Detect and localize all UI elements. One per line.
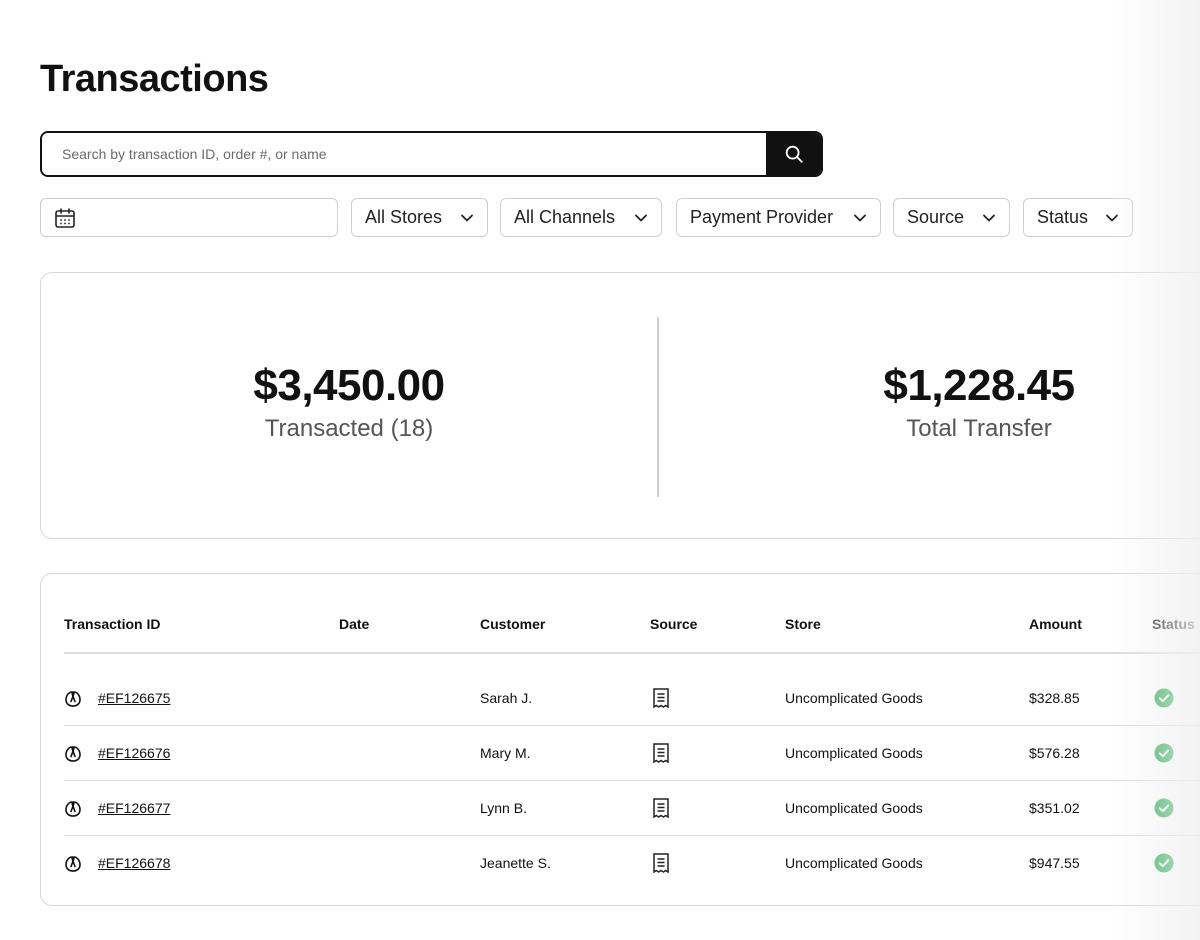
table-row[interactable]: #EF126676 Mary M. Uncomplicated Goods $5… [0, 726, 1200, 781]
godaddy-logo-icon [63, 689, 83, 709]
godaddy-logo-icon [63, 744, 83, 764]
transaction-amount: $576.28 [1029, 745, 1080, 761]
summary-card: $3,450.00 Transacted (18) $1,228.45 Tota… [40, 272, 1200, 539]
status-success-icon [1154, 743, 1174, 763]
search-input[interactable] [42, 133, 766, 175]
transaction-id-link[interactable]: #EF126676 [98, 745, 171, 761]
transaction-amount: $947.55 [1029, 855, 1080, 871]
chevron-down-icon [620, 211, 648, 225]
receipt-icon [651, 687, 671, 709]
store-name: Uncomplicated Goods [785, 855, 923, 871]
calendar-icon [55, 207, 75, 228]
search-icon [785, 145, 803, 163]
godaddy-logo-icon [63, 854, 83, 874]
table-row[interactable]: #EF126678 Jeanette S. Uncomplicated Good… [0, 836, 1200, 891]
chevron-down-icon [839, 211, 867, 225]
source-filter[interactable]: Source [893, 198, 1010, 237]
transaction-id-link[interactable]: #EF126678 [98, 855, 171, 871]
table-header-divider [64, 652, 1200, 654]
column-header-source[interactable]: Source [650, 616, 698, 632]
date-range-filter[interactable] [40, 198, 338, 237]
table-row[interactable]: #EF126675 Sarah J. Uncomplicated Goods $… [0, 671, 1200, 726]
column-header-transaction-id[interactable]: Transaction ID [64, 616, 161, 632]
total-transfer-stat: $1,228.45 Total Transfer [781, 359, 1177, 443]
status-filter-label: Status [1037, 207, 1089, 227]
summary-divider [657, 317, 659, 497]
customer-name: Mary M. [480, 745, 531, 761]
table-row[interactable]: #EF126677 Lynn B. Uncomplicated Goods $3… [0, 781, 1200, 836]
column-header-amount[interactable]: Amount [1029, 616, 1082, 632]
store-name: Uncomplicated Goods [785, 745, 923, 761]
transaction-amount: $351.02 [1029, 800, 1080, 816]
channels-filter-label: All Channels [514, 207, 616, 227]
column-header-date[interactable]: Date [339, 616, 370, 632]
payment-provider-filter[interactable]: Payment Provider [676, 198, 881, 237]
source-filter-label: Source [907, 207, 965, 227]
transactions-table [40, 573, 1200, 906]
chevron-down-icon [968, 211, 996, 225]
column-header-customer[interactable]: Customer [480, 616, 546, 632]
store-name: Uncomplicated Goods [785, 690, 923, 706]
transaction-id-link[interactable]: #EF126675 [98, 690, 171, 706]
transaction-id-link[interactable]: #EF126677 [98, 800, 171, 816]
status-filter[interactable]: Status [1023, 198, 1133, 237]
status-success-icon [1154, 688, 1174, 708]
search-bar [40, 131, 823, 177]
page-title: Transactions [40, 58, 269, 100]
godaddy-logo-icon [63, 799, 83, 819]
customer-name: Lynn B. [480, 800, 527, 816]
status-success-icon [1154, 798, 1174, 818]
transacted-value: $3,450.00 [253, 361, 445, 410]
store-name: Uncomplicated Goods [785, 800, 923, 816]
search-button[interactable] [766, 133, 821, 175]
transaction-amount: $328.85 [1029, 690, 1080, 706]
transacted-stat: $3,450.00 Transacted (18) [151, 359, 547, 443]
transacted-label: Transacted (18) [264, 415, 434, 442]
stores-filter-label: All Stores [365, 207, 443, 227]
status-success-icon [1154, 853, 1174, 873]
channels-filter[interactable]: All Channels [500, 198, 662, 237]
total-transfer-value: $1,228.45 [883, 361, 1075, 410]
chevron-down-icon [446, 211, 474, 225]
row-divider [64, 834, 1200, 836]
payment-provider-filter-label: Payment Provider [690, 207, 834, 227]
customer-name: Sarah J. [480, 690, 533, 706]
chevron-down-icon [1091, 211, 1119, 225]
customer-name: Jeanette S. [480, 855, 551, 871]
column-header-status[interactable]: Status [1152, 616, 1195, 632]
stores-filter[interactable]: All Stores [351, 198, 488, 237]
row-divider [64, 779, 1200, 781]
receipt-icon [651, 742, 671, 764]
row-divider [64, 724, 1200, 726]
receipt-icon [651, 797, 671, 819]
total-transfer-label: Total Transfer [906, 415, 1052, 442]
receipt-icon [651, 852, 671, 874]
column-header-store[interactable]: Store [785, 616, 821, 632]
